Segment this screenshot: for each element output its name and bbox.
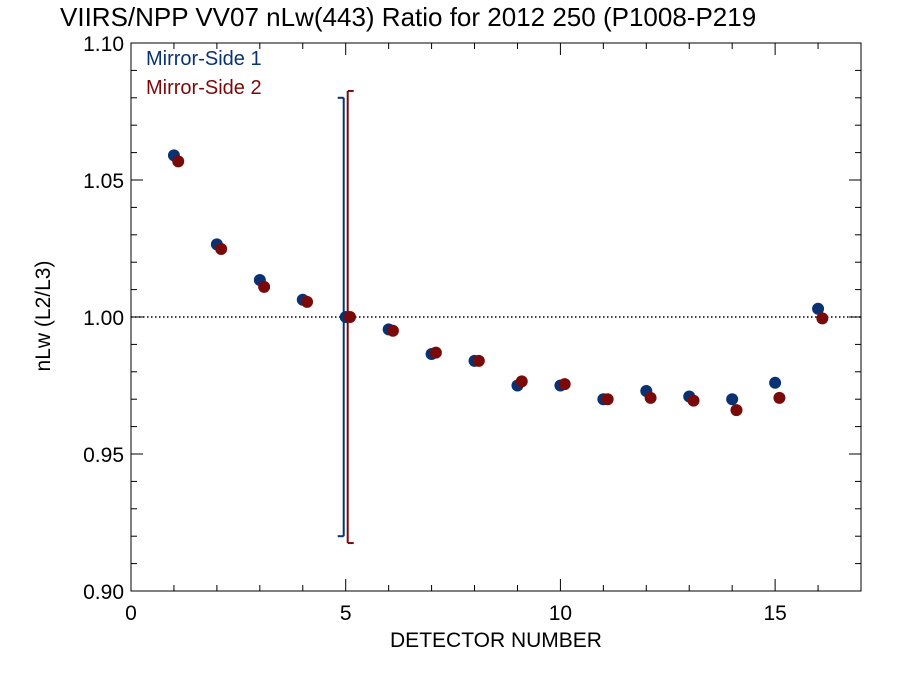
data-point-mirror-side-2: [258, 280, 271, 293]
data-point-mirror-side-2: [344, 311, 356, 323]
data-point-mirror-side-1: [769, 376, 782, 389]
data-point-mirror-side-2: [215, 243, 228, 256]
chart-title: VIIRS/NPP VV07 nLw(443) Ratio for 2012 2…: [60, 2, 757, 32]
data-point-mirror-side-1: [726, 393, 739, 406]
data-point-mirror-side-2: [515, 375, 528, 388]
y-tick-label: 0.90: [83, 581, 124, 604]
data-point-mirror-side-2: [301, 295, 314, 308]
data-point-mirror-side-2: [429, 346, 442, 359]
data-point-mirror-side-2: [601, 393, 614, 406]
y-tick-label: 1.10: [83, 33, 124, 56]
data-point-mirror-side-1: [812, 302, 825, 315]
y-axis-label: nLw (L2/L3): [32, 260, 55, 372]
y-tick-label: 1.05: [83, 170, 124, 193]
x-tick-label: 0: [125, 602, 137, 625]
x-tick-label: 15: [763, 602, 786, 625]
data-point-mirror-side-2: [644, 391, 657, 404]
x-tick-label: 5: [340, 602, 352, 625]
legend-mirror-side-2: Mirror-Side 2: [146, 77, 262, 99]
data-point-mirror-side-2: [172, 155, 185, 168]
y-tick-label: 1.00: [83, 307, 124, 330]
data-point-mirror-side-2: [730, 404, 743, 417]
x-tick-label: 10: [549, 602, 572, 625]
data-point-mirror-side-2: [687, 394, 700, 407]
y-tick-label: 0.95: [83, 444, 124, 467]
data-point-mirror-side-2: [386, 324, 399, 337]
legend-mirror-side-1: Mirror-Side 1: [146, 48, 262, 70]
data-point-mirror-side-2: [472, 354, 485, 367]
data-point-mirror-side-2: [816, 312, 829, 325]
x-axis-label: DETECTOR NUMBER: [390, 629, 602, 652]
data-point-mirror-side-2: [558, 378, 571, 391]
data-point-mirror-side-2: [773, 391, 786, 404]
